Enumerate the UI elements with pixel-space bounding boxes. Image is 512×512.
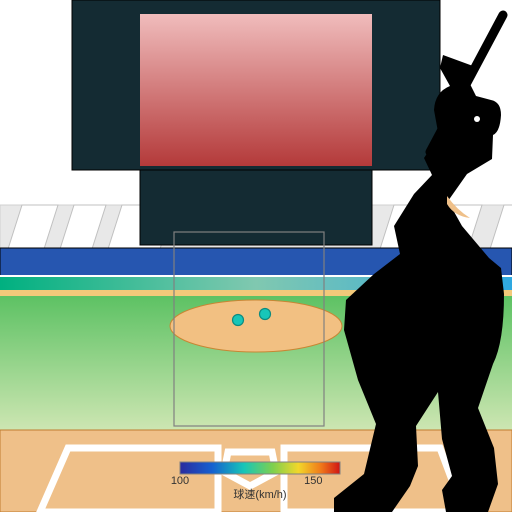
pitch-marker [233,315,244,326]
scoreboard-pillar [140,170,372,245]
scoreboard-screen [140,14,372,166]
speed-tick-label: 150 [304,475,322,487]
pitch-location-chart: 100 150 球速(km/h) [0,0,512,512]
speed-tick-label: 100 [171,475,189,487]
speed-axis-label: 球速(km/h) [233,487,286,501]
mound [170,300,342,352]
helmet-earhole [474,116,480,122]
pitch-marker [260,309,271,320]
chart-svg: 100 150 球速(km/h) [0,0,512,512]
speed-colorbar [180,462,340,474]
